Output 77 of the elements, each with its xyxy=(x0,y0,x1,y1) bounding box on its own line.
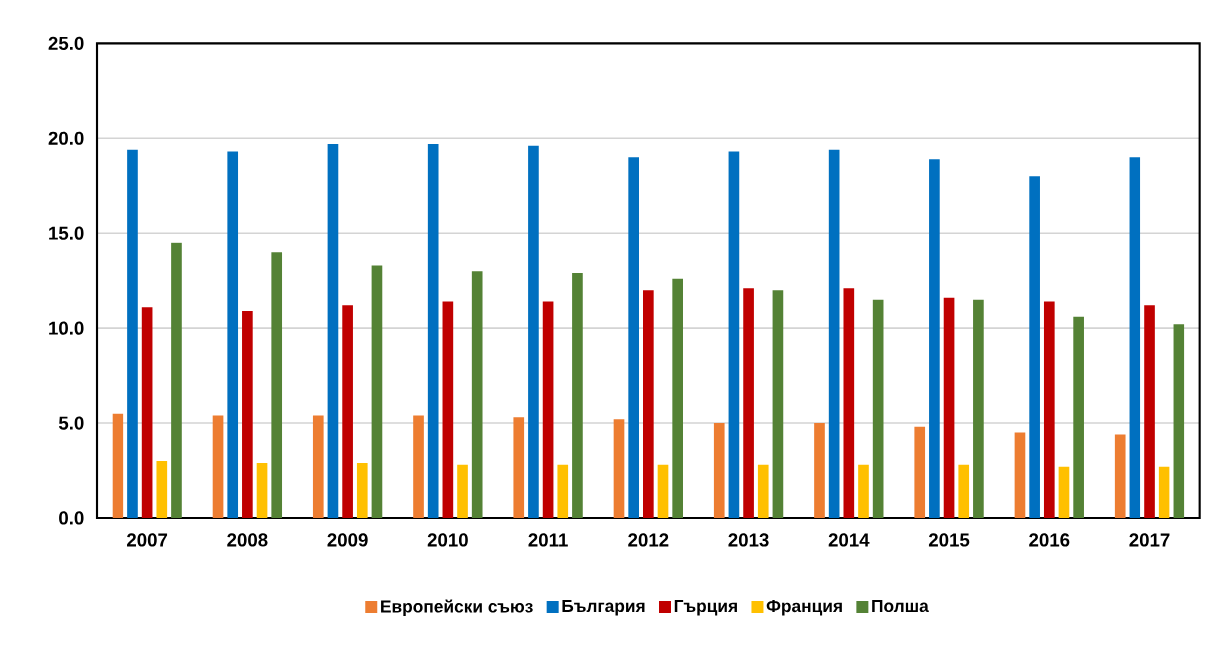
bar xyxy=(212,415,224,518)
bar xyxy=(1158,466,1170,518)
bar xyxy=(342,305,353,518)
x-tick-label: 2012 xyxy=(628,533,669,547)
x-tick-label: 2017 xyxy=(1129,533,1170,547)
bar xyxy=(227,151,239,518)
bar xyxy=(271,252,283,518)
y-tick-label: 0.0 xyxy=(59,511,84,525)
bar xyxy=(973,299,984,518)
x-tick-label: 2010 xyxy=(427,533,468,547)
bar xyxy=(728,151,740,518)
bar xyxy=(672,278,683,518)
x-tick-label: 2009 xyxy=(327,533,368,547)
bar xyxy=(1073,316,1084,518)
bar xyxy=(613,419,625,518)
bar xyxy=(1043,301,1055,518)
bar xyxy=(743,288,754,518)
bar xyxy=(1129,157,1141,518)
bar xyxy=(828,149,840,518)
bar xyxy=(1058,466,1070,518)
x-tick-label: 2015 xyxy=(928,533,970,547)
y-tick-label: 10.0 xyxy=(49,321,84,335)
bar xyxy=(757,464,769,518)
legend-label: Франция xyxy=(766,599,842,616)
x-tick-label: 2013 xyxy=(728,533,769,547)
bar xyxy=(929,159,940,518)
bar xyxy=(1014,432,1026,518)
bar xyxy=(242,311,253,518)
y-tick-label: 20.0 xyxy=(48,131,84,145)
bar xyxy=(156,461,168,518)
bar xyxy=(542,301,554,518)
bar xyxy=(1114,434,1126,518)
bar xyxy=(371,265,383,518)
bar xyxy=(471,271,483,518)
x-tick-label: 2008 xyxy=(227,533,268,547)
legend-label: Полша xyxy=(872,600,929,613)
y-tick-label: 15.0 xyxy=(49,226,84,240)
bar xyxy=(1173,324,1185,518)
bar xyxy=(843,288,855,518)
bar xyxy=(312,415,324,518)
bar xyxy=(872,299,884,518)
bar xyxy=(127,149,138,518)
legend-label: Европейски съюз xyxy=(381,599,533,617)
x-tick-label: 2016 xyxy=(1029,533,1070,547)
legend-label: България xyxy=(562,600,645,616)
y-tick-label: 5.0 xyxy=(58,416,84,430)
bar xyxy=(657,464,669,518)
bar xyxy=(814,423,825,518)
x-tick-label: 2014 xyxy=(828,533,870,547)
bar xyxy=(528,145,539,518)
bar xyxy=(427,143,439,518)
x-tick-label: 2011 xyxy=(528,533,568,547)
bar xyxy=(643,290,654,518)
x-tick-label: 2007 xyxy=(127,533,168,547)
bar xyxy=(327,143,339,518)
bar xyxy=(858,464,869,518)
bar xyxy=(171,242,182,518)
y-tick-label: 25.0 xyxy=(48,36,84,50)
bar xyxy=(772,290,784,518)
bar xyxy=(958,464,970,518)
bar xyxy=(256,462,268,518)
bar xyxy=(513,417,525,518)
legend-label: Гърция xyxy=(674,600,737,616)
bar xyxy=(713,423,725,518)
bar xyxy=(943,297,955,518)
bar xyxy=(457,464,468,518)
bar xyxy=(1144,305,1155,518)
bar xyxy=(914,426,926,518)
bar xyxy=(413,415,424,518)
bar xyxy=(141,307,153,518)
bar xyxy=(1029,176,1040,518)
bar xyxy=(442,301,454,518)
bar xyxy=(112,413,124,518)
bar xyxy=(356,462,368,518)
bar xyxy=(572,273,583,518)
bar xyxy=(628,157,639,518)
bar xyxy=(557,464,569,518)
